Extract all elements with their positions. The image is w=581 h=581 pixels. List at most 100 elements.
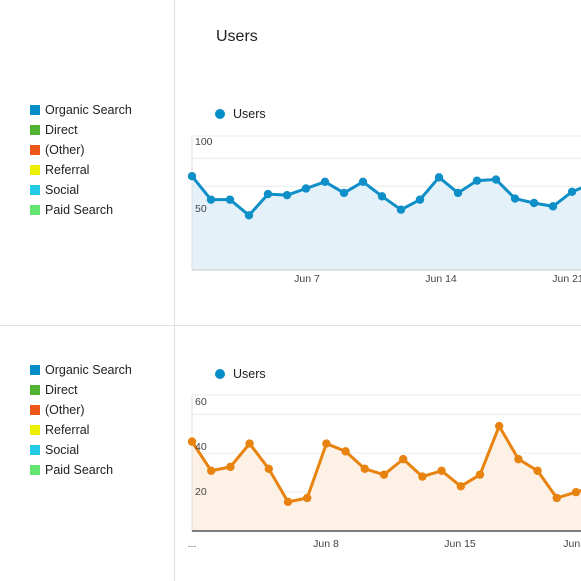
legend-swatch-icon [30,425,40,435]
legend-swatch-icon [30,125,40,135]
legend-item[interactable]: Paid Search [30,200,132,220]
legend-label: (Other) [45,403,85,417]
data-point [360,464,369,474]
x-tick-label: Jun 8 [313,538,339,550]
data-point [245,439,254,448]
data-point [418,472,427,481]
legend-item[interactable]: Referral [30,160,132,180]
legend-item[interactable]: (Other) [30,400,132,420]
panel-divider-vertical [174,0,175,581]
data-point [415,195,425,204]
legend-item[interactable]: (Other) [30,140,132,160]
series-legend-users-bottom[interactable]: Users [215,367,266,381]
data-point [225,195,235,204]
source-legend-bottom: Organic Search Direct (Other) Referral Socia… [30,360,132,480]
legend-label: Paid Search [45,463,114,477]
area-fill [192,176,581,270]
data-point [187,437,197,446]
legend-swatch-icon [30,205,40,215]
legend-item[interactable]: Social [30,180,132,200]
y-tick-label: 60 [195,396,207,408]
series-legend-label: Users [233,107,266,121]
y-tick-label: 100 [195,136,213,148]
x-tick-label: Jun 21 [552,273,581,285]
legend-item[interactable]: Social [30,440,132,460]
series-line [190,424,581,504]
data-point [533,466,542,475]
data-point [187,172,197,181]
legend-swatch-icon [30,385,40,395]
data-point [472,176,482,185]
data-point [322,439,331,448]
x-tick-label: Jun 22 [563,538,581,550]
y-tick-label: 50 [195,203,207,215]
data-point [396,205,406,214]
data-point [320,177,330,186]
legend-label: Direct [45,123,78,137]
x-tick-label: ... [188,538,197,550]
source-legend-top: Organic Search Direct (Other) Referral Socia… [30,100,132,220]
data-point [341,447,350,456]
legend-label: Referral [45,163,90,177]
page-title: Users [216,28,258,45]
data-point [379,470,389,479]
data-point [571,487,581,497]
legend-label: (Other) [45,143,85,157]
data-point [437,466,446,475]
legend-swatch-icon [30,145,40,155]
legend-swatch-icon [30,465,40,475]
legend-item[interactable]: Paid Search [30,460,132,480]
data-point [207,466,216,475]
legend-label: Organic Search [45,103,132,117]
data-point [453,188,463,198]
data-point [510,194,520,203]
y-tick-label: 40 [195,441,207,453]
data-point [301,184,311,193]
legend-label: Referral [45,423,90,437]
legend-swatch-icon [30,445,40,455]
series-dot-icon [215,369,225,379]
y-tick-label: 20 [195,486,207,498]
data-point [552,493,561,503]
legend-swatch-icon [30,165,40,175]
series-legend-users-top[interactable]: Users [215,107,266,121]
data-point [358,177,368,186]
data-point [475,470,485,479]
legend-swatch-icon [30,365,40,375]
data-point [283,497,293,507]
data-point [206,195,216,204]
data-point [264,464,273,474]
data-point [282,190,292,200]
series-line [190,175,581,217]
legend-label: Direct [45,383,78,397]
legend-label: Paid Search [45,203,114,217]
users-chart-bottom: 60 40 20... Jun 8 Jun 15 Jun 22 [187,394,581,550]
legend-label: Organic Search [45,363,132,377]
data-point [514,454,523,464]
legend-item[interactable]: Organic Search [30,100,132,120]
data-point [226,462,235,472]
legend-item[interactable]: Direct [30,120,132,140]
legend-swatch-icon [30,105,40,115]
users-chart-top: 100 50 Jun 7 Jun 14 Jun 21 [187,135,581,285]
legend-swatch-icon [30,185,40,195]
x-tick-label: Jun 14 [425,273,457,285]
legend-item[interactable]: Referral [30,420,132,440]
data-point [495,421,504,431]
panel-divider-horizontal [0,325,581,326]
data-point [263,189,273,199]
data-point [491,175,501,184]
legend-label: Social [45,183,80,197]
data-point [399,454,408,464]
legend-item[interactable]: Organic Search [30,360,132,380]
x-tick-label: Jun 7 [294,273,320,285]
data-point [456,482,465,491]
data-point [244,211,254,220]
data-point [339,188,349,198]
data-point [377,192,387,201]
legend-item[interactable]: Direct [30,380,132,400]
data-point [529,198,539,208]
x-tick-label: Jun 15 [444,538,476,550]
data-point [434,173,444,182]
data-point [567,187,577,197]
